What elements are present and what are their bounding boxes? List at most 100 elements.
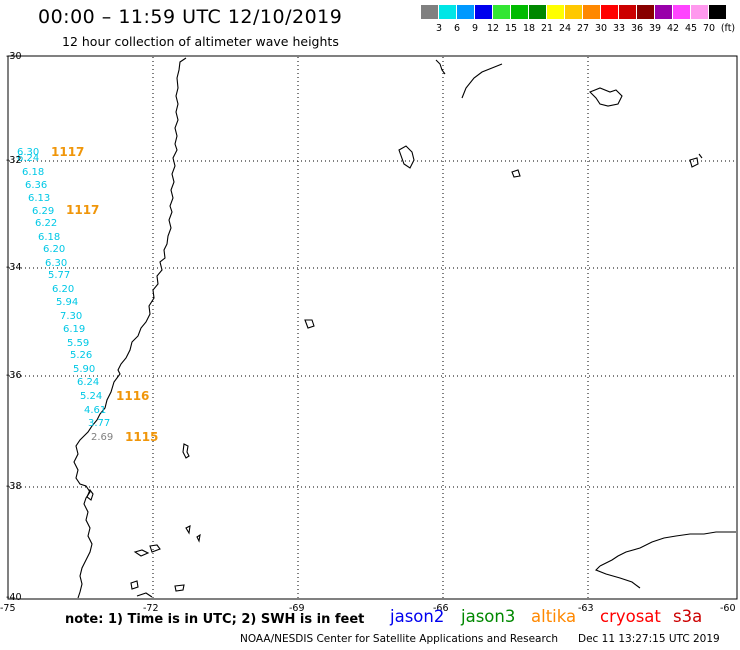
pass-time-label: 1115 — [125, 430, 159, 444]
lake-south-6 — [174, 584, 185, 592]
color-legend: 3 6 9 12 15 18 21 24 27 30 33 36 39 42 45 70 (ft) — [421, 5, 739, 35]
legend-label: 33 — [612, 23, 626, 34]
legend-swatch — [691, 5, 708, 19]
coastline-argentina — [599, 531, 736, 567]
rio-east — [698, 153, 703, 159]
isla-mocha — [182, 443, 190, 459]
legend-label: 42 — [666, 23, 680, 34]
wave-height-reading: 6.20 — [52, 284, 75, 295]
satellite-altika: altika — [531, 607, 577, 626]
wave-height-reading: 4.61 — [84, 405, 107, 416]
chile-coastline — [73, 57, 187, 599]
lake-south-2 — [196, 533, 201, 543]
legend-label: 45 — [684, 23, 698, 34]
legend-swatch — [637, 5, 654, 19]
lon-label-60: -60 — [720, 603, 736, 614]
legend-label: 30 — [594, 23, 608, 34]
lake-south-4 — [149, 544, 161, 553]
legend-label: 21 — [540, 23, 554, 34]
wave-height-reading: 6.13 — [28, 193, 51, 204]
satellite-s3a: s3a — [673, 607, 703, 626]
lon-label-72: -72 — [143, 603, 159, 614]
wave-height-reading: 6.18 — [22, 167, 45, 178]
satellite-jason2: jason2 — [390, 607, 445, 626]
legend-swatch — [565, 5, 582, 19]
wave-height-reading: 6.24 — [77, 377, 100, 388]
legend-label: 3 — [435, 23, 443, 34]
credit-line: NOAA/NESDIS Center for Satellite Applica… — [240, 633, 558, 645]
wave-height-reading: 5.24 — [80, 391, 103, 402]
bahia-blanca — [595, 565, 641, 589]
lat-label-32: -32 — [6, 155, 22, 166]
legend-swatch — [547, 5, 564, 19]
map-subtitle: 12 hour collection of altimeter wave hei… — [62, 34, 339, 49]
legend-swatch — [493, 5, 510, 19]
legend-label: 36 — [630, 23, 644, 34]
rio-segment-2 — [461, 63, 503, 99]
legend-label: 70 — [702, 23, 716, 34]
wave-height-reading: 6.29 — [32, 206, 55, 217]
pass-time-label: 1117 — [51, 145, 85, 159]
legend-swatch — [439, 5, 456, 19]
legend-swatch — [709, 5, 726, 19]
legend-swatch — [601, 5, 618, 19]
lon-label-69: -69 — [289, 603, 305, 614]
lat-label-38: -38 — [6, 481, 22, 492]
lon-label-75: -75 — [0, 603, 16, 614]
wave-height-reading: 6.30 — [45, 258, 68, 269]
footer-note: note: 1) Time is in UTC; 2) SWH is in fe… — [65, 612, 365, 627]
wave-height-reading: 5.90 — [73, 364, 96, 375]
wave-height-reading: 5.26 — [70, 350, 93, 361]
legend-unit: (ft) — [720, 23, 736, 34]
legend-swatch — [619, 5, 636, 19]
satellite-jason3: jason3 — [461, 607, 516, 626]
map-title: 00:00 – 11:59 UTC 12/10/2019 — [38, 6, 343, 28]
pass-time-label: 1117 — [66, 203, 100, 217]
laguna-east — [689, 157, 699, 168]
lake-south-1 — [185, 525, 191, 535]
lat-label-36: -36 — [6, 370, 22, 381]
wave-height-reading: 7.30 — [60, 311, 83, 322]
wave-height-reading: 6.36 — [25, 180, 48, 191]
wave-height-reading: 6.20 — [43, 244, 66, 255]
legend-swatch — [421, 5, 438, 19]
salina-small — [398, 145, 415, 169]
lat-label-34: -34 — [6, 262, 22, 273]
map-frame — [7, 55, 738, 600]
laguna-mar-chiquita — [589, 87, 623, 107]
wave-height-reading: 6.30 — [17, 147, 40, 158]
coastlines — [73, 57, 736, 599]
legend-swatch — [583, 5, 600, 19]
island-chiloe-west — [86, 488, 94, 501]
lon-label-66: -66 — [433, 603, 449, 614]
legend-swatch — [655, 5, 672, 19]
rio-segment — [435, 59, 446, 75]
legend-label: 24 — [558, 23, 572, 34]
wave-height-reading: 5.94 — [56, 297, 79, 308]
legend-label: 9 — [471, 23, 479, 34]
lake-south-7 — [136, 592, 153, 598]
legend-swatch — [673, 5, 690, 19]
lake-south-3 — [133, 549, 150, 557]
legend-swatch — [457, 5, 474, 19]
lat-label-40: -40 — [6, 592, 22, 603]
legend-label: 12 — [486, 23, 500, 34]
gridlines — [9, 57, 736, 598]
legend-swatch — [529, 5, 546, 19]
legend-label: 27 — [576, 23, 590, 34]
wave-height-reading: 5.77 — [48, 270, 71, 281]
pass-time-label: 1116 — [116, 389, 150, 403]
legend-label: 39 — [648, 23, 662, 34]
wave-height-reading: 6.22 — [35, 218, 58, 229]
wave-height-reading: 5.59 — [67, 338, 90, 349]
lake-south-5 — [130, 580, 139, 590]
laguna-small — [304, 319, 315, 329]
legend-swatch — [511, 5, 528, 19]
legend-label: 15 — [504, 23, 518, 34]
satellite-cryosat: cryosat — [600, 607, 661, 626]
legend-label: 6 — [453, 23, 461, 34]
legend-swatch — [475, 5, 492, 19]
wave-height-reading: 3.77 — [88, 418, 111, 429]
legend-label: 18 — [522, 23, 536, 34]
